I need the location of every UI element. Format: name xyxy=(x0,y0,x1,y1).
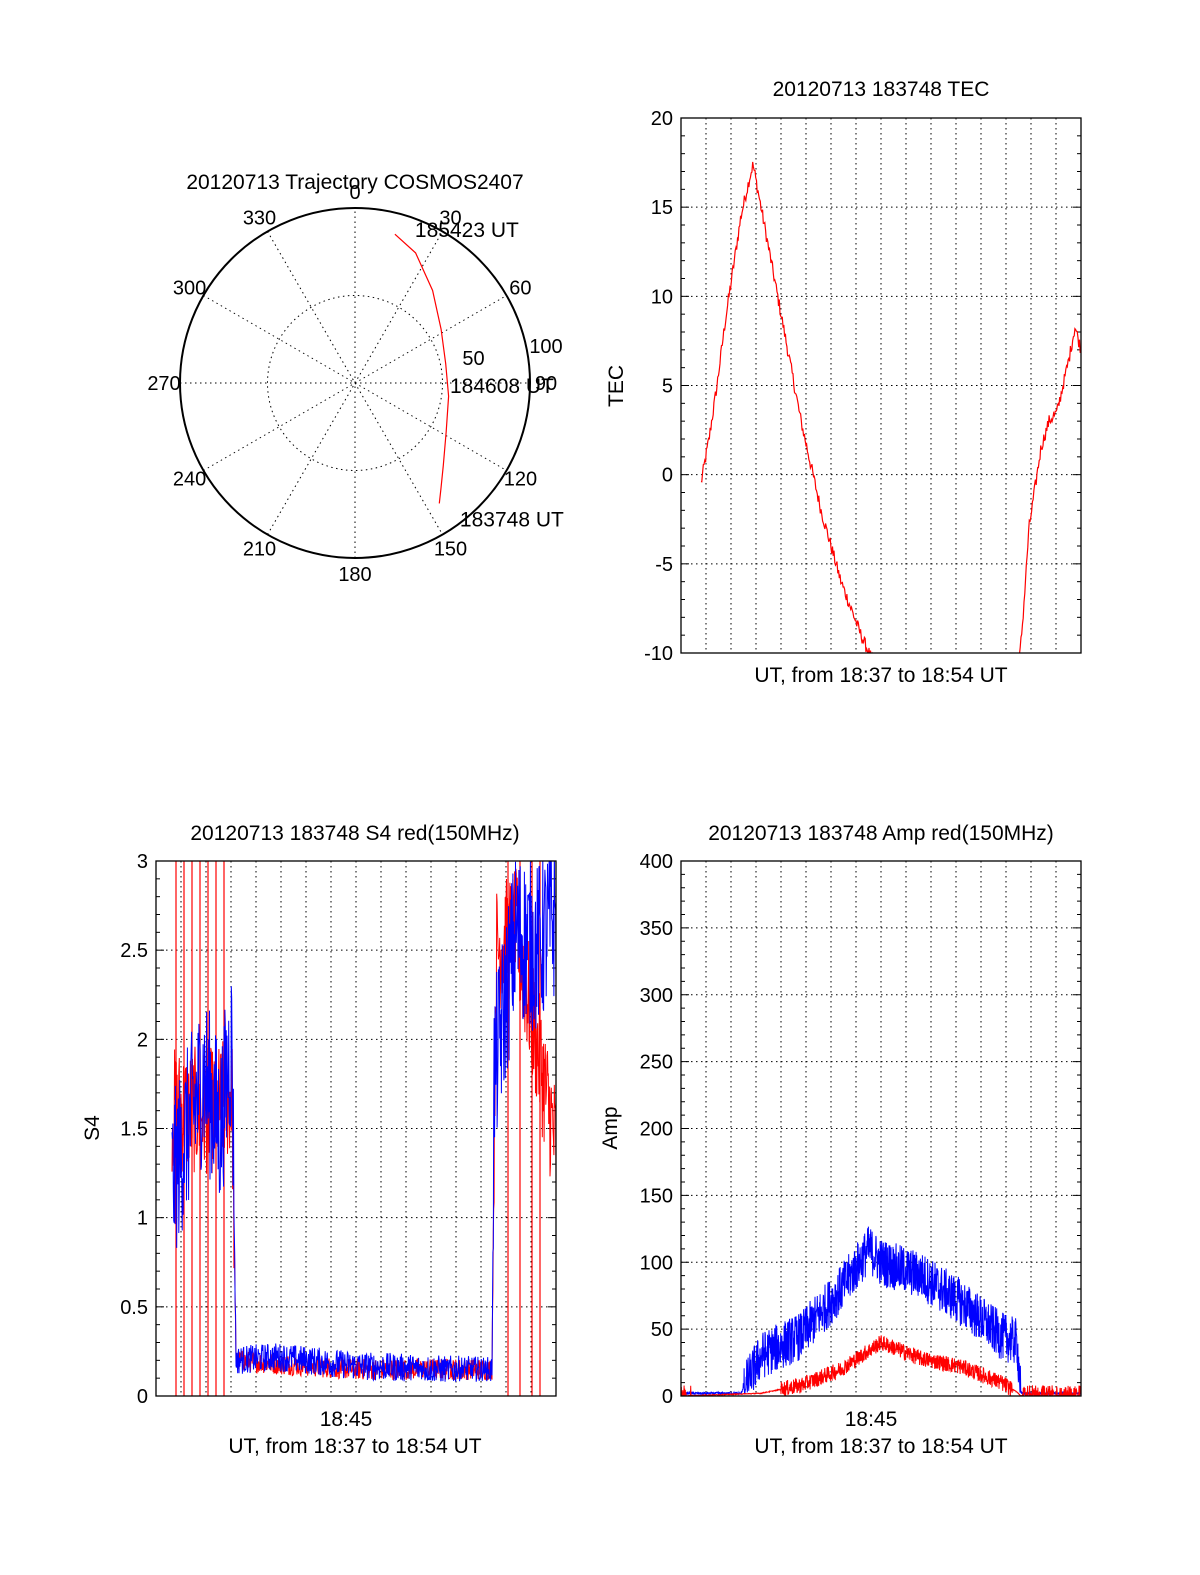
amp-series xyxy=(681,1226,1081,1396)
y-tick-label: -5 xyxy=(655,554,673,576)
trajectory-panel: 20120713 Trajectory COSMOS2407 0 30 60 90 12… xyxy=(147,171,564,586)
tec-y-axis-label: TEC xyxy=(605,365,628,407)
y-tick-label: 50 xyxy=(651,1319,673,1341)
tec-x-axis-label: UT, from 18:37 to 18:54 UT xyxy=(754,664,1007,687)
s4-series xyxy=(171,861,556,1396)
azimuth-tick-label: 240 xyxy=(173,469,206,491)
amp-panel: 20120713 183748 Amp red(150MHz) 0 50 100 15… xyxy=(599,822,1082,1458)
azimuth-tick-label: 330 xyxy=(243,208,276,230)
y-tick-label: 150 xyxy=(640,1185,673,1207)
amp-x-tick-label: 18:45 xyxy=(845,1408,898,1431)
azimuth-tick-label: 60 xyxy=(509,278,531,300)
azimuth-tick-label: 120 xyxy=(504,469,537,491)
amp-title: 20120713 183748 Amp red(150MHz) xyxy=(708,822,1054,845)
y-tick-label: 250 xyxy=(640,1052,673,1074)
tec-grid xyxy=(681,118,1081,653)
s4-y-axis-label: S4 xyxy=(81,1115,104,1141)
y-tick-label: 400 xyxy=(640,851,673,873)
amp-plot-frame xyxy=(680,860,1082,1397)
s4-x-axis-label: UT, from 18:37 to 18:54 UT xyxy=(228,1435,481,1458)
y-tick-label: 0 xyxy=(662,1386,673,1408)
y-tick-label: 10 xyxy=(651,286,673,308)
y-tick-label: 0.5 xyxy=(120,1297,148,1319)
series-line-red xyxy=(700,161,1081,653)
tec-plot-frame xyxy=(680,117,1082,654)
y-tick-label: 20 xyxy=(651,108,673,130)
y-tick-label: 3 xyxy=(137,851,148,873)
radial-tick-label: 50 xyxy=(462,348,484,370)
azimuth-tick-label: 180 xyxy=(338,564,371,586)
y-tick-label: 100 xyxy=(640,1252,673,1274)
amp-y-ticks: 0 50 100 150 200 250 300 350 400 xyxy=(640,851,1081,1408)
azimuth-tick-label: 30 xyxy=(439,208,461,230)
s4-title: 20120713 183748 S4 red(150MHz) xyxy=(190,822,519,845)
y-tick-label: 350 xyxy=(640,918,673,940)
azimuth-tick-label: 0 xyxy=(349,182,360,204)
y-tick-label: 0 xyxy=(662,465,673,487)
s4-y-ticks: 0 0.5 1 1.5 2 2.5 3 xyxy=(120,851,556,1408)
polar-grid-ring xyxy=(267,295,443,471)
trajectory-line xyxy=(394,233,450,504)
series-line-red xyxy=(681,1335,1081,1396)
y-tick-label: -10 xyxy=(644,643,673,665)
tec-title: 20120713 183748 TEC xyxy=(773,78,990,101)
s4-x-tick-label: 18:45 xyxy=(320,1408,373,1431)
series-line-blue xyxy=(171,861,556,1382)
trajectory-time-label: 183748 UT xyxy=(460,508,564,531)
y-tick-label: 2 xyxy=(137,1029,148,1051)
series-clip xyxy=(171,861,556,1396)
amp-x-axis-label: UT, from 18:37 to 18:54 UT xyxy=(754,1435,1007,1458)
tec-panel: 20120713 183748 TEC -10 -5 0 5 10 15 20 TEC UT… xyxy=(605,78,1082,687)
y-tick-label: 15 xyxy=(651,197,673,219)
series-line-blue xyxy=(681,1226,1081,1396)
trajectory-time-label: 184608 UT xyxy=(450,375,554,398)
azimuth-labels: 0 30 60 90 120 150 180 210 240 270 300 330 xyxy=(147,182,557,586)
amp-grid xyxy=(681,861,1081,1396)
tec-series xyxy=(700,161,1081,653)
s4-panel: 20120713 183748 S4 red(150MHz) 0 0.5 1 1.5 2… xyxy=(81,822,557,1458)
azimuth-tick-label: 270 xyxy=(147,373,180,395)
trajectory-series xyxy=(394,233,450,504)
y-tick-label: 2.5 xyxy=(120,940,148,962)
y-tick-label: 1.5 xyxy=(120,1119,148,1141)
y-tick-label: 0 xyxy=(137,1386,148,1408)
s4-plot-frame xyxy=(155,860,557,1397)
azimuth-tick-label: 210 xyxy=(243,538,276,560)
trajectory-annotations: 185423 UT 184608 UT 183748 UT xyxy=(415,219,564,531)
radial-tick-label: 100 xyxy=(529,336,562,358)
amp-y-axis-label: Amp xyxy=(599,1106,622,1149)
y-tick-label: 5 xyxy=(662,376,673,398)
series-clip xyxy=(681,1226,1081,1396)
azimuth-tick-label: 150 xyxy=(434,538,467,560)
trajectory-time-label: 185423 UT xyxy=(415,219,519,242)
y-tick-label: 1 xyxy=(137,1208,148,1230)
series-clip xyxy=(700,161,1081,653)
radial-labels: 50 100 xyxy=(462,336,562,370)
trajectory-title: 20120713 Trajectory COSMOS2407 xyxy=(186,171,523,194)
polar-grid xyxy=(180,208,530,558)
s4-grid xyxy=(156,861,556,1396)
tec-y-ticks: -10 -5 0 5 10 15 20 xyxy=(644,108,1081,665)
y-tick-label: 200 xyxy=(640,1119,673,1141)
polar-grid-spoke xyxy=(267,231,443,535)
azimuth-tick-label: 300 xyxy=(173,278,206,300)
azimuth-tick-label: 90 xyxy=(535,373,557,395)
polar-outer-circle xyxy=(179,207,531,559)
y-tick-label: 300 xyxy=(640,985,673,1007)
